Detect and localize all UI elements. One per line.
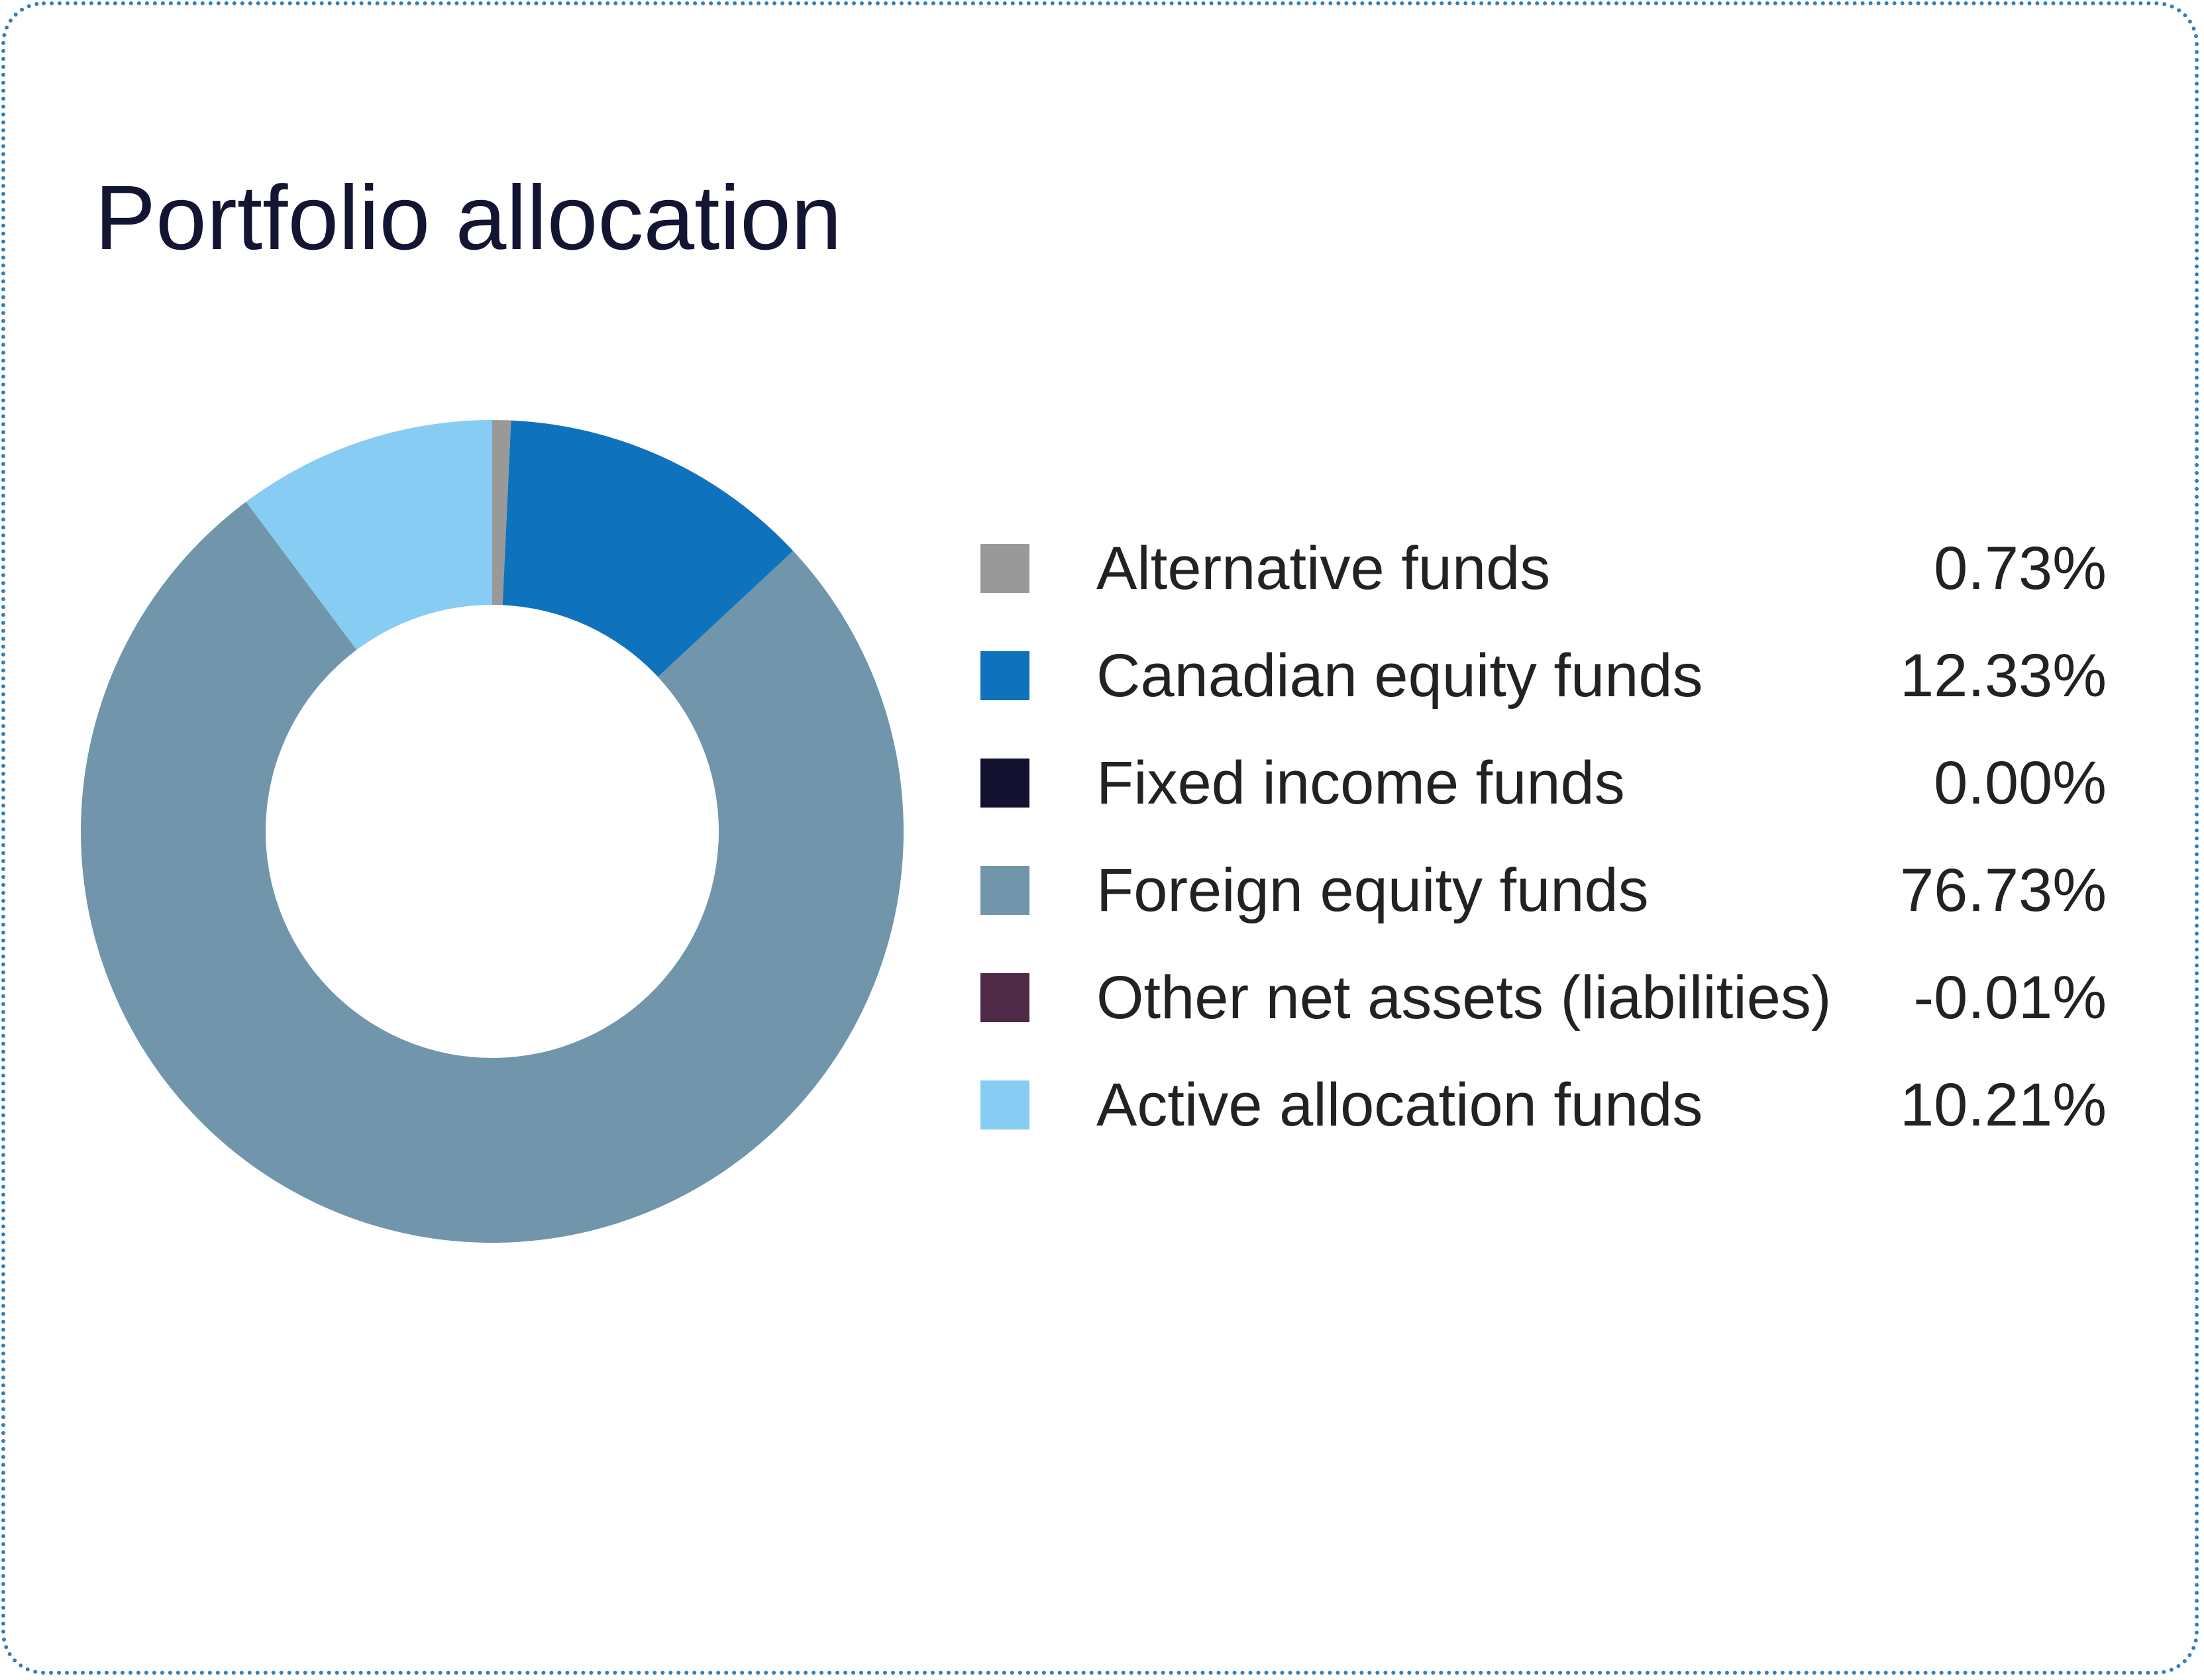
legend-value: 0.73% [1934,535,2107,602]
chart-legend: Alternative funds 0.73% Canadian equity … [980,530,2107,1174]
legend-swatch [980,651,1029,700]
legend-swatch [980,1080,1029,1129]
legend-label: Alternative funds [1096,535,1551,602]
donut-slice-active-allocation-funds [246,420,492,650]
legend-swatch [980,866,1029,915]
donut-slice-canadian-equity-funds [502,420,794,677]
legend-item: Active allocation funds 10.21% [980,1067,2107,1174]
legend-value: 76.73% [1899,857,2107,924]
legend-swatch [980,973,1029,1022]
donut-chart [81,420,904,1243]
legend-value: 0.00% [1934,749,2107,817]
chart-title: Portfolio allocation [95,167,842,269]
legend-value: 12.33% [1899,642,2107,709]
legend-label: Active allocation funds [1096,1071,1703,1139]
legend-item: Fixed income funds 0.00% [980,745,2107,852]
legend-item: Canadian equity funds 12.33% [980,637,2107,745]
legend-swatch [980,544,1029,593]
legend-item: Foreign equity funds 76.73% [980,852,2107,959]
legend-label: Fixed income funds [1096,749,1625,817]
legend-value: -0.01% [1913,964,2107,1031]
legend-label: Other net assets (liabilities) [1096,964,1832,1031]
legend-item: Alternative funds 0.73% [980,530,2107,637]
legend-swatch [980,759,1029,808]
donut-slice-foreign-equity-funds [81,501,904,1243]
donut-slice-alternative-funds [492,420,511,605]
legend-label: Canadian equity funds [1096,642,1703,709]
donut-slices [81,420,904,1243]
legend-value: 10.21% [1899,1071,2107,1139]
legend-label: Foreign equity funds [1096,857,1649,924]
legend-item: Other net assets (liabilities) -0.01% [980,959,2107,1067]
